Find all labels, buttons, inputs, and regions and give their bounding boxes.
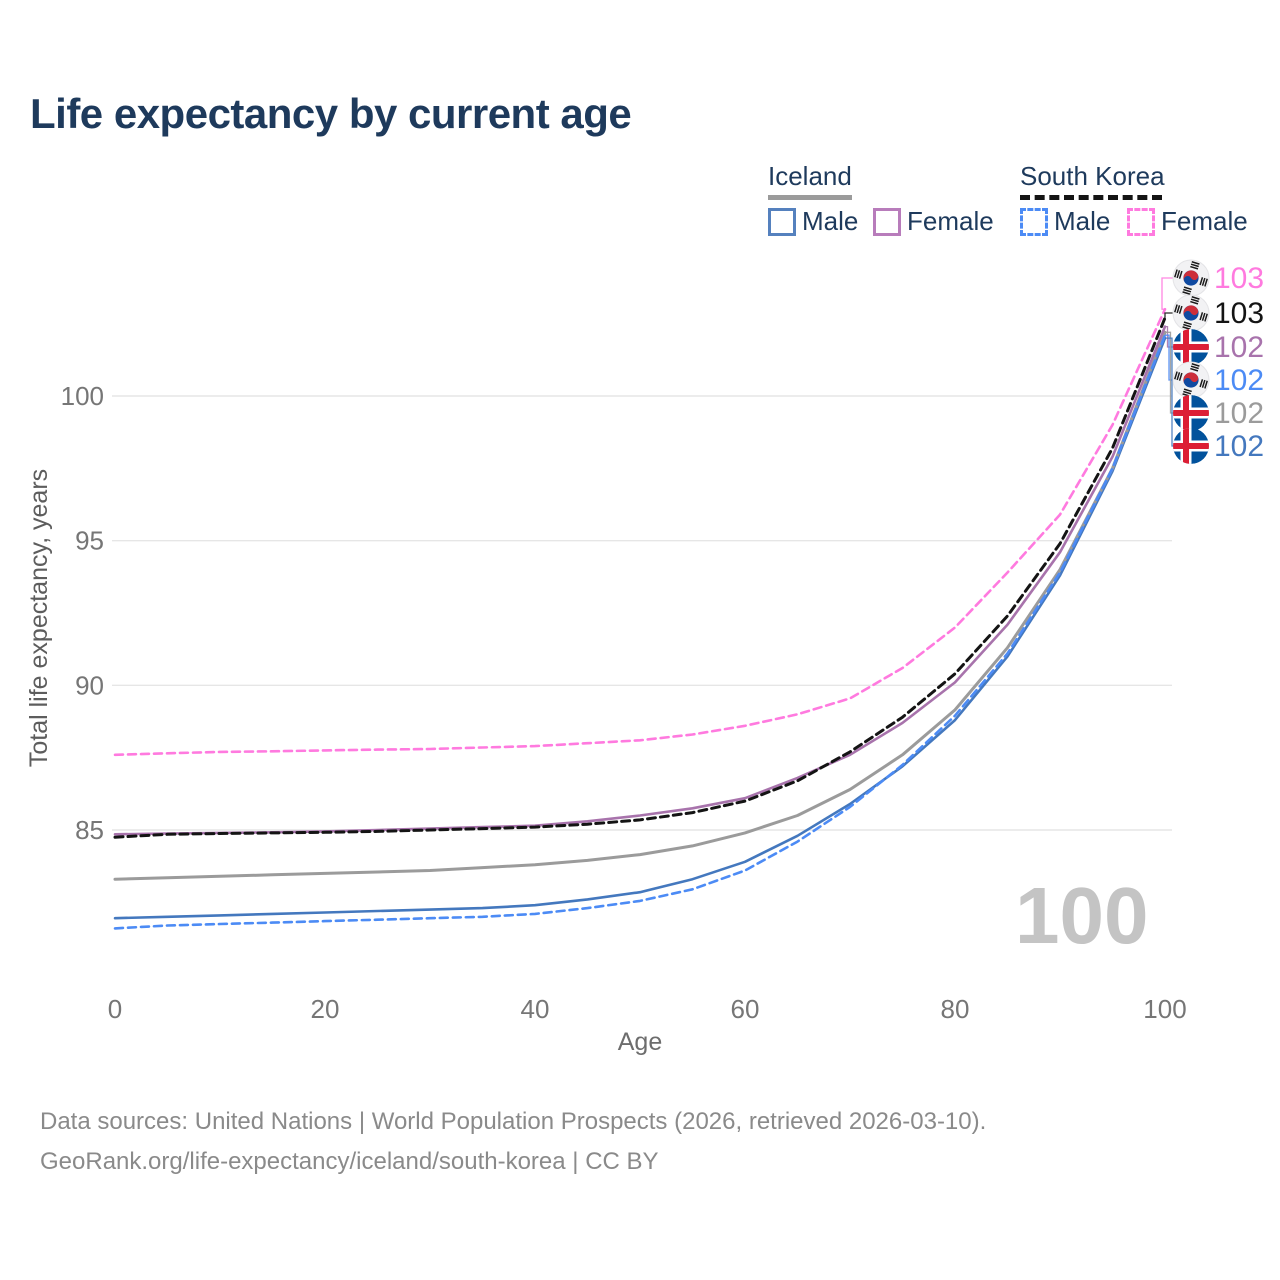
end-label-connector [1164, 312, 1173, 318]
end-value-label: 102 [1214, 430, 1264, 463]
end-label-connector [1161, 277, 1173, 310]
end-value-label: 102 [1214, 331, 1264, 364]
attribution-line: GeoRank.org/life-expectancy/iceland/sout… [40, 1148, 659, 1175]
series-line-iceland-female [113, 325, 1167, 836]
end-label-connector [1165, 337, 1173, 447]
x-tick-label: 80 [941, 994, 970, 1024]
legend-south-korea-header: South Korea [1020, 161, 1165, 200]
x-tick-label: 100 [1143, 994, 1186, 1024]
end-value-label: 103 [1214, 262, 1264, 295]
iceland-flag-icon [1173, 329, 1209, 365]
y-tick-label: 90 [75, 670, 104, 700]
end-label-south-korea-male: 102 [1172, 361, 1264, 399]
end-value-label: 102 [1214, 364, 1264, 397]
legend-iceland-label: Iceland [768, 161, 852, 191]
series-line-south-korea-male [113, 333, 1167, 930]
legend-south-korea-label: South Korea [1020, 161, 1165, 191]
end-label-south-korea-both: 103 [1172, 294, 1264, 332]
y-tick-label: 95 [75, 526, 104, 556]
x-tick-label: 40 [521, 994, 550, 1024]
x-tick-label: 20 [311, 994, 340, 1024]
legend-item-iceland-male: Male [768, 206, 858, 237]
end-label-iceland-male: 102 [1173, 428, 1264, 464]
legend-item-south-korea-female: Female [1127, 206, 1248, 237]
y-axis-title: Total life expectancy, years [25, 469, 53, 767]
x-tick-label: 0 [108, 994, 122, 1024]
legend-iceland-male-label: Male [802, 206, 859, 236]
data-source-line: Data sources: United Nations | World Pop… [40, 1108, 987, 1135]
iceland-male-swatch-icon [768, 207, 796, 236]
y-tick-label: 85 [75, 815, 104, 845]
x-tick-label: 60 [731, 994, 760, 1024]
end-label-south-korea-female: 103 [1172, 259, 1264, 297]
end-value-label: 103 [1214, 297, 1264, 330]
age-watermark: 100 [1015, 871, 1149, 960]
legend-south-korea-female-label: Female [1161, 206, 1248, 236]
south-korea-flag-icon [1172, 294, 1210, 332]
series-line-south-korea-female [113, 307, 1167, 757]
legend-iceland-header: Iceland [768, 161, 852, 200]
series-line-south-korea-both [113, 316, 1167, 839]
end-label-iceland-both: 102 [1173, 395, 1264, 431]
legend-iceland-female-label: Female [907, 206, 994, 236]
iceland-flag-icon [1173, 428, 1209, 464]
south-korea-male-swatch-icon [1020, 207, 1048, 236]
south-korea-flag-icon [1172, 361, 1210, 399]
south-korea-female-swatch-icon [1127, 207, 1155, 236]
series-line-iceland-male [113, 336, 1167, 920]
x-axis-title: Age [618, 1028, 662, 1056]
end-value-label: 102 [1214, 397, 1264, 430]
iceland-flag-icon [1173, 395, 1209, 431]
end-label-iceland-female: 102 [1173, 329, 1264, 365]
iceland-female-swatch-icon [873, 207, 901, 236]
series-line-iceland-both [113, 330, 1167, 881]
page-title: Life expectancy by current age [30, 90, 632, 137]
south-korea-dashed-line-sample [1020, 195, 1162, 200]
legend-south-korea-male-label: Male [1054, 206, 1111, 236]
y-tick-label: 100 [61, 381, 104, 411]
south-korea-flag-icon [1172, 259, 1210, 297]
legend-item-iceland-female: Female [873, 206, 994, 237]
iceland-solid-line-sample [768, 195, 852, 200]
legend-item-south-korea-male: Male [1020, 206, 1110, 237]
